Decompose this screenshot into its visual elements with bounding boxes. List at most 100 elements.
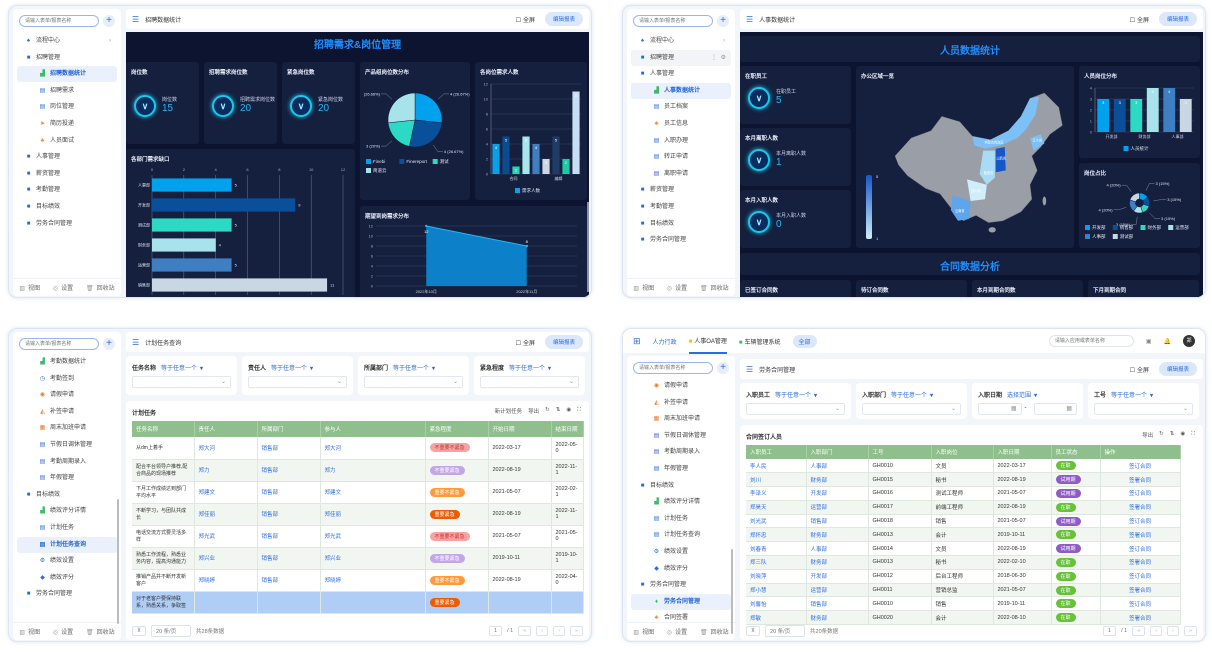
cell-text[interactable]: 销售部 (261, 445, 279, 452)
cell-text[interactable]: 销售部 (261, 490, 279, 496)
table-row[interactable]: 从dm上着手 郑大河 销售部 郑大河 不重要不紧急 2022-03-17 2022-05-0 (132, 437, 584, 460)
sidebar-item[interactable]: ■ 薪资管理 (17, 166, 117, 182)
sidebar-item[interactable]: ■ 考勤管理 (631, 199, 731, 215)
sidebar-item[interactable]: ▤ 计划任务查询 (631, 527, 731, 543)
sidebar-item[interactable]: ▤ 离职申请 (631, 166, 731, 182)
sidebar-item[interactable]: ■ 目标绩效 (17, 487, 117, 503)
tab-hr-oa[interactable]: ■ 人事OA管理 (688, 329, 727, 354)
cell-text[interactable]: 郑光武 (324, 534, 342, 540)
settings-button[interactable]: ◎ 设置 (53, 627, 73, 636)
contract-action-link[interactable]: 签署合同 (1128, 532, 1151, 539)
cell-text[interactable]: 开发部 (810, 491, 828, 498)
cell-text[interactable]: 郑晓婷 (324, 578, 342, 584)
sidebar-item[interactable]: ▤ 岗位管理 (17, 99, 117, 115)
contract-action-link[interactable]: 签订合同 (1128, 574, 1151, 581)
column-header[interactable]: 入职员工 (746, 445, 807, 459)
cell-text[interactable]: 刘馨怡 (750, 601, 767, 608)
cell-text[interactable]: 销售部 (810, 601, 828, 608)
refresh-icon[interactable]: ↻ (545, 407, 550, 413)
sidebar-item[interactable]: ■ 招聘管理 ⋮ ⚙ (631, 49, 731, 66)
filter-select[interactable]: ⌄ (862, 403, 961, 415)
table-row[interactable]: 刘馨怡 销售部 GH0010 销售 2019-10-11 在职 签订合同 (746, 596, 1181, 612)
sidebar-item[interactable]: ▤ 节假日调休管理 (17, 437, 117, 453)
sidebar-item[interactable]: ■ 人事管理 (631, 66, 731, 82)
last-page-button[interactable]: » (1183, 626, 1197, 636)
add-button[interactable]: + (103, 15, 115, 27)
sidebar-item[interactable]: ▤ 计划任务 (631, 511, 731, 527)
filter-select[interactable]: ⌄ (1094, 403, 1193, 415)
contract-action-link[interactable]: 签署合同 (1128, 588, 1151, 595)
edit-report-button[interactable]: 编辑报表 (1158, 12, 1197, 26)
sidebar-item[interactable]: ◷ 考勤签到 (17, 371, 117, 387)
table-row[interactable]: 郑敏 财务部 GH0020 会计 2022-08-10 在职 签署合同 (746, 610, 1181, 626)
cell-text[interactable]: 郑大河 (324, 445, 342, 452)
contract-action-link[interactable]: 签署合同 (1128, 477, 1151, 484)
cell-text[interactable]: 李泽义 (750, 491, 767, 498)
eye-icon[interactable]: ◉ (1180, 431, 1186, 437)
sidebar-item[interactable]: ⚙ 绩效设置 (631, 544, 731, 560)
column-header[interactable]: 入职岗位 (931, 445, 994, 459)
column-header[interactable]: 任务名称 (132, 421, 195, 437)
table-row[interactable]: 郑昊天 运营部 GH0017 前端工程师 2022-08-19 在职 签署合同 (746, 500, 1181, 515)
sidebar-item[interactable]: ▦ 周末加班申请 (17, 420, 117, 436)
sidebar-item[interactable]: ■ 目标绩效 (631, 216, 731, 232)
settings-button[interactable]: ◎ 设置 (53, 283, 73, 292)
table-row[interactable]: 推销产品并不断开发新客户 郑晓婷 销售部 郑晓婷 重要不紧急 2022-08-19 2022… (132, 569, 584, 592)
sidebar-item[interactable]: ■ 目标绩效 (631, 478, 731, 494)
sidebar-item[interactable]: ■ 劳务合同管理 (631, 232, 731, 248)
filter-select[interactable]: ⌄ (364, 376, 463, 388)
column-header[interactable]: 责任人 (194, 421, 258, 437)
sidebar-item[interactable]: ◆ 绩效评分 (17, 570, 117, 586)
edit-report-button[interactable]: 编辑报表 (544, 12, 583, 26)
cell-text[interactable]: 刘晓萍 (750, 574, 767, 581)
filter-operator-dropdown[interactable]: 选择范围 (1007, 393, 1032, 399)
table-row[interactable]: 下月工作成绩达到部门平均水平 郑建文 销售部 郑建文 重要不紧急 2021-05-07 20… (132, 481, 584, 504)
column-header[interactable]: 操作 (1100, 445, 1181, 459)
column-header[interactable]: 入职部门 (806, 445, 869, 459)
sidebar-scrollbar[interactable] (117, 499, 119, 624)
cell-text[interactable]: 销售部 (261, 512, 279, 518)
cell-text[interactable]: 运营部 (810, 588, 828, 595)
prev-page-button[interactable]: ‹ (1150, 626, 1163, 636)
more-icon[interactable]: ⋮ (711, 54, 717, 61)
sidebar-item[interactable]: ♣ 员工信息 (631, 116, 731, 132)
filter-select[interactable]: ⌄ (248, 376, 347, 388)
export-button[interactable]: 导出 (1142, 431, 1153, 439)
apps-grid-icon[interactable]: ⊞ (633, 335, 641, 346)
sidebar-item[interactable]: ▟ 招聘数据统计 (17, 66, 117, 83)
cell-text[interactable]: 刘川 (750, 477, 762, 484)
table-row[interactable]: 李人民 人事部 GH0010 文员 2022-03-17 在职 签订合同 (746, 459, 1181, 474)
fullscreen-button[interactable]: ☐ 全屏 (516, 338, 535, 347)
filter-operator-dropdown[interactable]: 等于任意一个 (271, 366, 308, 372)
sidebar-item[interactable]: ▤ 计划任务查询 (17, 536, 117, 553)
column-header[interactable]: 工号 (868, 445, 932, 459)
cell-text[interactable]: 郑建文 (198, 490, 216, 496)
sidebar-item[interactable]: ▤ 员工档案 (631, 99, 731, 115)
sidebar-item[interactable]: ■ 招聘管理 (17, 50, 117, 66)
filter-operator-dropdown[interactable]: 等于任意一个 (775, 393, 812, 399)
sidebar-item[interactable]: ▟ 绩效评分详情 (17, 503, 117, 519)
filter-select[interactable]: ⌄ (480, 376, 579, 388)
column-settings-icon[interactable]: ⊼ (132, 626, 147, 636)
sidebar-item[interactable]: ♠ 流程中心 › (17, 33, 117, 49)
sidebar-item[interactable]: ♦ 劳务合同管理 (631, 593, 731, 610)
table-row[interactable]: 对于老客户要保持联系，熟悉关系，争取签 重要紧急 (132, 591, 584, 614)
column-settings-icon[interactable]: ⊼ (746, 626, 761, 636)
table-row[interactable]: 刘晓萍 开发部 GH0012 后台工程师 2018-06-30 在职 签订合同 (746, 569, 1181, 584)
cell-text[interactable]: 郑敏 (750, 615, 762, 622)
column-header[interactable]: 紧急程度 (425, 421, 489, 437)
menu-icon[interactable]: ☰ (746, 14, 754, 24)
page-input[interactable]: 1 (489, 626, 503, 636)
cell-text[interactable]: 刘光武 (750, 519, 767, 526)
column-header[interactable]: 员工状态 (1051, 445, 1101, 459)
sidebar-search-input[interactable] (19, 338, 99, 350)
sidebar-item[interactable]: ■ 劳务合同管理 (17, 586, 117, 602)
cell-text[interactable]: 销售部 (261, 534, 279, 540)
contract-action-link[interactable]: 签订合同 (1128, 463, 1151, 470)
contract-action-link[interactable]: 签订合同 (1128, 519, 1151, 526)
recycle-bin-button[interactable]: 🗑 回收站 (86, 283, 115, 292)
cell-text[interactable]: 郑兴业 (324, 556, 342, 562)
cell-text[interactable]: 人事部 (810, 546, 828, 553)
app-search-input[interactable] (1048, 335, 1134, 347)
cell-text[interactable]: 运营部 (810, 505, 828, 512)
